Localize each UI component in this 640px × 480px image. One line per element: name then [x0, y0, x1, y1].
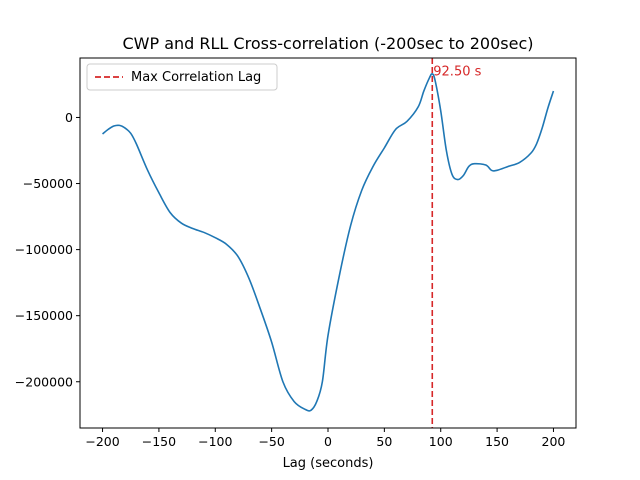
series-line [102, 73, 555, 412]
x-tick-label: −100 [198, 434, 232, 449]
max-lag-annotation: 92.50 s [433, 65, 481, 80]
y-tick-label: 0 [65, 110, 73, 125]
y-tick-label: −200000 [15, 374, 73, 389]
legend-label: Max Correlation Lag [131, 70, 261, 85]
y-tick-label: −100000 [15, 242, 73, 257]
x-tick-label: 100 [429, 434, 453, 449]
x-tick-label: −200 [85, 434, 119, 449]
legend: Max Correlation Lag [86, 63, 278, 91]
y-tick-label: −50000 [23, 176, 73, 191]
x-tick-label: −50 [258, 434, 284, 449]
x-tick-label: −150 [142, 434, 176, 449]
plot-area: 92.50 s [102, 58, 555, 428]
y-axis: 0 −50000 −100000 −150000 −200000 [15, 110, 80, 389]
x-tick-label: 0 [324, 434, 332, 449]
x-axis-label: Lag (seconds) [283, 456, 374, 471]
axes-frame [79, 57, 577, 429]
y-tick-label: −150000 [15, 308, 73, 323]
x-axis: −200 −150 −100 −50 0 50 100 150 200 [85, 428, 565, 449]
x-tick-label: 200 [542, 434, 566, 449]
chart-title: CWP and RLL Cross-correlation (-200sec t… [122, 34, 533, 53]
x-tick-label: 50 [376, 434, 392, 449]
legend-box [86, 63, 278, 91]
x-tick-label: 150 [485, 434, 509, 449]
